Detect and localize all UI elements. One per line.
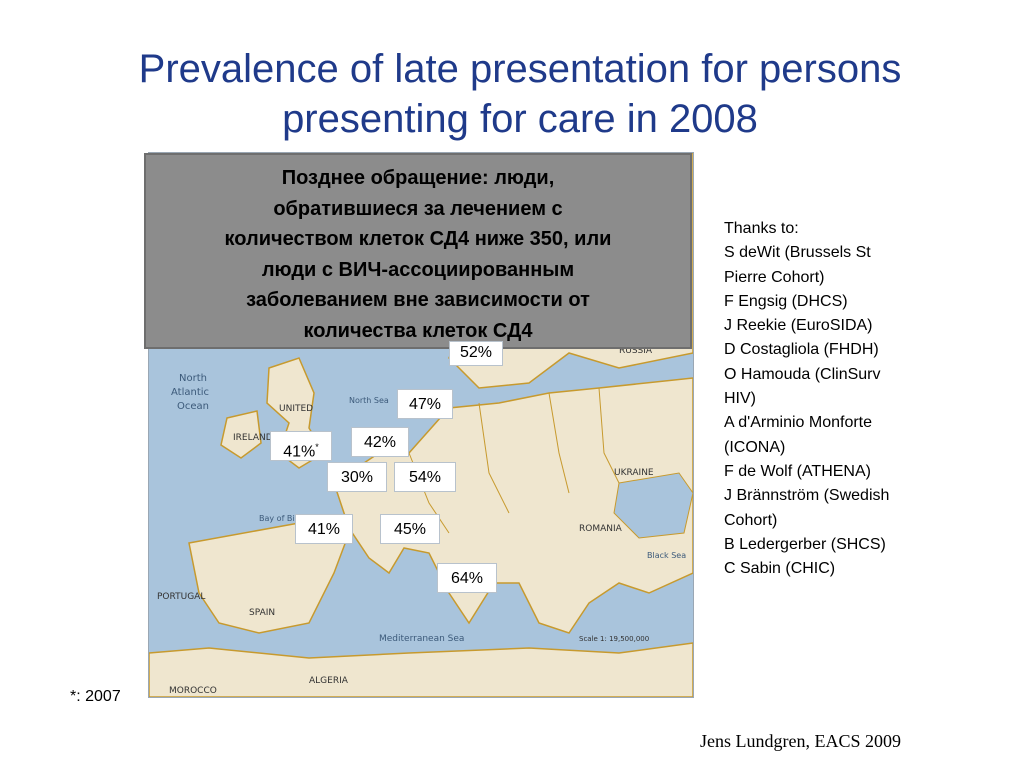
thanks-line: B Ledergerber (SHCS) [724,535,886,553]
thanks-line: J Reekie (EuroSIDA) [724,317,873,335]
label-romania: ROMANIA [579,524,623,534]
percent-label: 54% [394,462,456,492]
callout-line-2: обратившиеся за лечением с [273,197,563,220]
north-africa [149,642,693,697]
thanks-line: F Engsig (DHCS) [724,292,848,310]
label-north-sea: North Sea [349,396,389,405]
percent-value: 30% [340,469,374,486]
slide-title: Prevalence of late presentation for pers… [60,44,980,144]
thanks-line: C Sabin (CHIC) [724,560,836,578]
percent-label: 41% [295,514,353,544]
percent-value: 52% [459,344,493,361]
acknowledgements: Thanks to: S deWit (Brussels St Pierre C… [724,217,954,581]
label-black-sea: Black Sea [647,551,686,560]
percent-value: 45% [393,521,427,538]
ireland [220,410,262,459]
percent-label: 42% [351,427,409,457]
percent-value: 64% [450,570,484,587]
percent-value: 41% [283,443,316,461]
percent-label: 64% [437,563,497,593]
label-algeria: ALGERIA [309,676,349,686]
label-ukraine: UKRAINE [614,468,654,478]
thanks-line: S deWit (Brussels St [724,244,871,262]
percent-label: 52% [449,341,503,366]
label-spain: SPAIN [249,608,275,618]
percent-label: 41%* [270,431,332,461]
thanks-line: F de Wolf (ATHENA) [724,462,871,480]
footnote: *: 2007 [70,688,121,705]
percent-footnote-mark: * [315,442,319,452]
label-morocco: MOROCCO [169,686,217,696]
percent-label: 47% [397,389,453,419]
callout-line-4: люди с ВИЧ-ассоциированным [261,258,575,281]
label-bay-of-biscay: Bay of Biscay [259,514,313,523]
percent-label: 30% [327,462,387,492]
thanks-line: Thanks to: [724,220,799,237]
title-line-1: Prevalence of late presentation for pers… [138,47,902,91]
thanks-line: D Costagliola (FHDH) [724,341,879,359]
callout-line-6: количества клеток СД4 [303,319,533,342]
thanks-line: A d'Arminio Monforte [724,414,873,432]
country-borders [408,387,620,534]
percent-value: 42% [363,434,397,451]
thanks-line: J Brännström (Swedish [724,487,890,505]
thanks-line: (ICONA) [724,438,786,456]
label-mediterranean: Mediterranean Sea [379,634,464,644]
percent-value: 47% [408,396,442,413]
callout-line-5: заболеванием вне зависимости от [246,289,590,311]
label-scale: Scale 1: 19,500,000 [579,635,649,643]
author-credit: Jens Lundgren, EACS 2009 [700,731,901,751]
late-presentation-definition: Позднее обращение: люди, обратившиеся за… [144,153,692,349]
callout-line-1: Позднее обращение: люди, [281,167,555,189]
label-united: UNITED [279,404,313,414]
thanks-line: Pierre Cohort) [724,268,825,286]
title-line-2: presenting for care in 2008 [282,97,758,141]
black-sea [613,472,693,539]
label-ocean: Ocean [177,401,209,412]
label-north: North [179,373,207,384]
percent-label: 45% [380,514,440,544]
label-portugal: PORTUGAL [157,592,205,602]
thanks-line: O Hamouda (ClinSurv [724,365,881,383]
thanks-line: Cohort) [724,511,778,529]
map-labels: North Atlantic Ocean North Sea Bay of Bi… [171,373,686,644]
label-atlantic: Atlantic [171,387,209,398]
country-labels: RUSSIA UKRAINE ROMANIA SPAIN PORTUGAL AL… [157,346,654,696]
thanks-line: HIV) [724,390,756,408]
percent-value: 41% [307,521,341,538]
percent-value: 54% [408,469,442,486]
label-ireland: IRELAND [233,433,273,443]
callout-line-3: количеством клеток СД4 ниже 350, или [224,228,612,250]
label-russia: RUSSIA [619,346,653,356]
